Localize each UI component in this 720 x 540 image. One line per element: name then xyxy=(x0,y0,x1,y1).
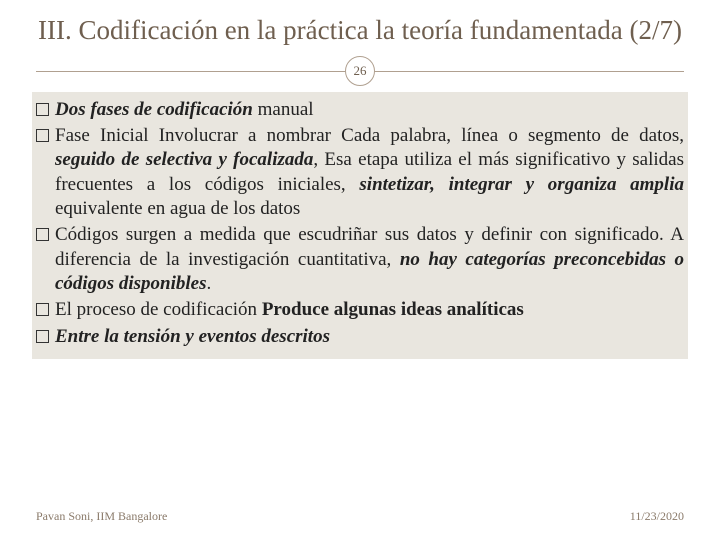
square-bullet-icon xyxy=(36,303,49,316)
text-run: El proceso de codificación xyxy=(55,299,262,320)
bullet-item: Entre la tensión y eventos descritos xyxy=(36,325,684,349)
page-number-badge: 26 xyxy=(345,56,375,86)
text-run: seguido de selectiva y focalizada xyxy=(55,149,313,170)
footer-date: 11/23/2020 xyxy=(630,509,684,524)
square-bullet-icon xyxy=(36,103,49,116)
text-run: manual xyxy=(253,99,314,120)
slide-footer: Pavan Soni, IIM Bangalore 11/23/2020 xyxy=(36,509,684,524)
bullet-item: Códigos surgen a medida que escudriñar s… xyxy=(36,223,684,296)
text-run: Dos fases de codificación xyxy=(55,99,253,120)
slide-title: III. Codificación en la práctica la teor… xyxy=(36,14,684,48)
square-bullet-icon xyxy=(36,228,49,241)
content-band: Dos fases de codificación manual Fase In… xyxy=(32,92,688,359)
bullet-text: Códigos surgen a medida que escudriñar s… xyxy=(55,223,684,296)
bullet-item: Dos fases de codificación manual xyxy=(36,98,684,122)
slide: III. Codificación en la práctica la teor… xyxy=(0,0,720,540)
bullet-text: Dos fases de codificación manual xyxy=(55,98,684,122)
bullet-text: El proceso de codificación Produce algun… xyxy=(55,298,684,322)
bullet-item: El proceso de codificación Produce algun… xyxy=(36,298,684,322)
text-run: sintetizar, integrar y organiza amplia xyxy=(359,174,684,195)
text-run: . xyxy=(206,273,211,294)
text-run: Produce algunas ideas analíticas xyxy=(262,299,524,320)
text-run: Entre la tensión y eventos descritos xyxy=(55,326,330,347)
square-bullet-icon xyxy=(36,129,49,142)
square-bullet-icon xyxy=(36,330,49,343)
bullet-item: Fase Inicial Involucrar a nombrar Cada p… xyxy=(36,124,684,221)
text-run: Fase Inicial Involucrar a nombrar Cada p… xyxy=(55,125,684,146)
bullet-text: Fase Inicial Involucrar a nombrar Cada p… xyxy=(55,124,684,221)
footer-author: Pavan Soni, IIM Bangalore xyxy=(36,509,167,524)
text-run: equivalente en agua de los datos xyxy=(55,198,300,219)
bullet-text: Entre la tensión y eventos descritos xyxy=(55,325,684,349)
title-divider: 26 xyxy=(36,54,684,88)
page-number: 26 xyxy=(354,63,367,79)
